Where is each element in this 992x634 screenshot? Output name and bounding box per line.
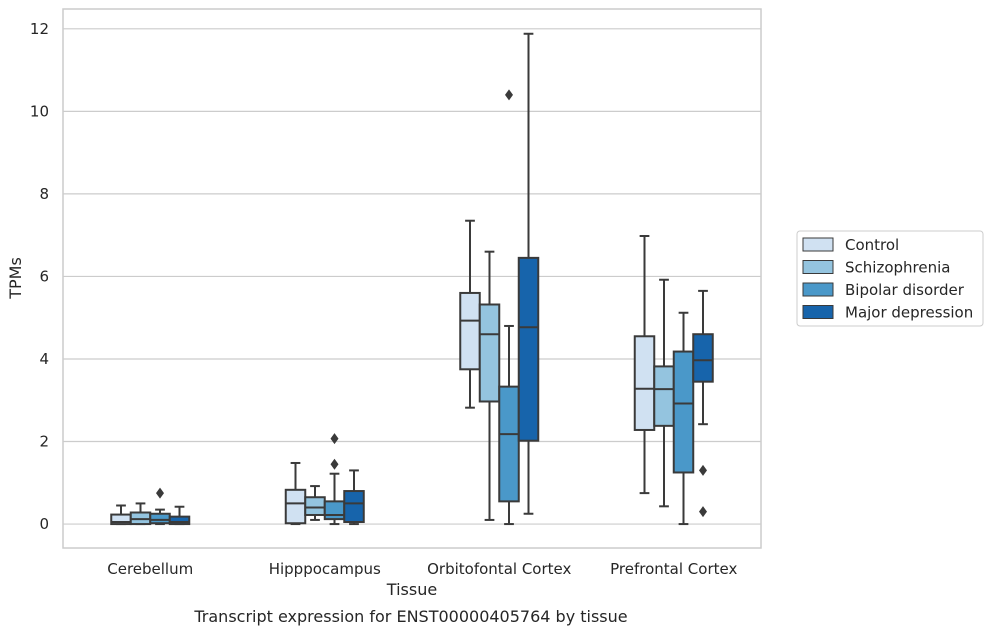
box-iqr (692, 333, 714, 383)
outlier-marker (330, 458, 339, 470)
legend-label: Control (845, 236, 899, 254)
legend-swatch (802, 305, 834, 319)
plot-frame (62, 8, 762, 549)
legend: Control Schizophrenia Bipolar disorder Majo… (796, 230, 984, 327)
box-schizophrenia (304, 485, 326, 521)
y-tick-label: 2 (39, 433, 49, 451)
box-iqr (633, 335, 656, 431)
box-iqr (498, 385, 520, 503)
box-control (284, 461, 307, 526)
y-tick-label: 0 (39, 515, 49, 533)
gridlines (63, 28, 761, 525)
y-tick-label: 10 (30, 102, 49, 120)
box-bipolar-disorder (672, 311, 695, 526)
x-tick-label: Prefrontal Cortex (610, 560, 737, 578)
y-tick-label: 4 (39, 350, 49, 368)
legend-swatch (802, 282, 834, 297)
box-iqr (168, 515, 191, 526)
box-iqr (653, 365, 675, 427)
legend-swatch (802, 237, 834, 252)
legend-items: Control Schizophrenia Bipolar disorder Majo… (802, 236, 973, 322)
outlier-marker (699, 506, 707, 518)
box-schizophrenia (653, 278, 675, 508)
box-iqr (517, 256, 540, 442)
box-schizophrenia (129, 502, 152, 526)
x-axis-title: Tissue (386, 580, 437, 599)
box-major-depression (692, 289, 714, 518)
outlier-marker (330, 433, 339, 445)
legend-label: Schizophrenia (845, 259, 950, 277)
box-major-depression (343, 469, 365, 526)
outlier-marker (699, 464, 707, 476)
x-tick-label: Cerebellum (107, 560, 193, 578)
boxes (110, 32, 714, 526)
box-major-depression (517, 32, 540, 515)
x-tick-label: Hipppocampus (269, 560, 381, 578)
box-iqr (459, 291, 481, 371)
box-control (110, 504, 132, 526)
box-bipolar-disorder (149, 487, 171, 526)
y-tick-label: 6 (39, 267, 49, 285)
box-iqr (343, 490, 365, 523)
box-iqr (304, 496, 326, 516)
outlier-marker (505, 89, 513, 101)
legend-frame (796, 230, 984, 327)
box-iqr (323, 500, 346, 521)
box-control (459, 219, 481, 409)
box-iqr (478, 303, 501, 403)
y-tick-labels: 0 2 4 6 8 10 12 (30, 20, 49, 533)
box-iqr (672, 350, 695, 474)
y-axis-title: TPMs (6, 257, 25, 300)
x-tick-labels: Cerebellum Hipppocampus Orbitofontal Corte… (107, 560, 737, 578)
chart-caption: Transcript expression for ENST0000040576… (193, 607, 627, 626)
legend-label: Bipolar disorder (845, 281, 965, 299)
box-bipolar-disorder (323, 433, 346, 526)
legend-swatch (802, 260, 834, 274)
y-tick-label: 8 (39, 185, 49, 203)
outlier-marker (156, 487, 164, 499)
x-tick-label: Orbitofontal Cortex (427, 560, 571, 578)
box-schizophrenia (478, 250, 501, 521)
legend-label: Major depression (845, 304, 973, 322)
box-iqr (149, 512, 171, 525)
y-tick-label: 12 (30, 20, 49, 38)
box-control (633, 234, 656, 495)
box-bipolar-disorder (498, 89, 520, 526)
box-major-depression (168, 505, 191, 526)
box-iqr (284, 488, 307, 525)
